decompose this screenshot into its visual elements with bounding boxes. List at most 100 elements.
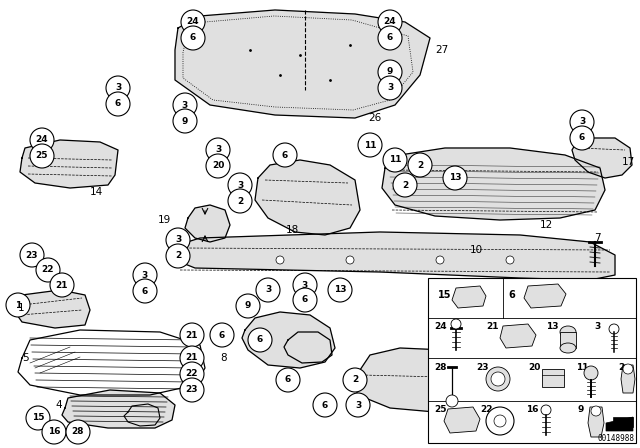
Circle shape [313,393,337,417]
Text: 21: 21 [186,353,198,362]
Text: 22: 22 [42,266,54,275]
Circle shape [181,26,205,50]
Circle shape [180,346,204,370]
Text: 20: 20 [212,161,224,171]
Bar [428,278,636,443]
Text: 23: 23 [476,363,488,372]
Circle shape [436,256,444,264]
Text: 5: 5 [22,353,29,363]
Text: 3: 3 [182,100,188,109]
Circle shape [378,26,402,50]
Circle shape [393,173,417,197]
Circle shape [591,406,601,416]
Circle shape [30,144,54,168]
Text: 24: 24 [187,17,199,26]
Text: 2: 2 [618,363,624,372]
Text: 19: 19 [158,215,172,225]
Text: 22: 22 [186,370,198,379]
Circle shape [133,263,157,287]
Bar [560,332,576,348]
Text: 17: 17 [622,157,636,167]
Text: 13: 13 [333,285,346,294]
Text: 2: 2 [237,197,243,206]
Text: 21: 21 [486,322,499,331]
Polygon shape [382,148,605,220]
Circle shape [378,76,402,100]
Text: 2: 2 [352,375,358,384]
Text: 6: 6 [219,331,225,340]
Text: 28: 28 [434,363,447,372]
Polygon shape [15,290,90,328]
Circle shape [408,153,432,177]
Text: 12: 12 [540,220,553,230]
Text: 28: 28 [72,427,84,436]
Text: 25: 25 [36,151,48,160]
Circle shape [42,420,66,444]
Circle shape [358,133,382,157]
Text: 25: 25 [434,405,447,414]
Polygon shape [124,404,160,426]
Circle shape [66,420,90,444]
Text: 22: 22 [480,405,493,414]
Circle shape [206,154,230,178]
Text: 7: 7 [594,233,600,243]
Ellipse shape [560,343,576,353]
Circle shape [276,368,300,392]
Text: 6: 6 [282,151,288,159]
Text: 6: 6 [508,290,515,300]
Circle shape [383,148,407,172]
Text: 3: 3 [265,285,271,294]
Text: 3: 3 [387,83,393,92]
Text: 3: 3 [302,280,308,289]
Polygon shape [606,417,633,431]
Text: 6: 6 [302,296,308,305]
Text: 11: 11 [364,141,376,150]
Polygon shape [524,284,566,308]
Text: 15: 15 [32,414,44,422]
Circle shape [36,258,60,282]
Circle shape [210,323,234,347]
Text: 27: 27 [435,45,448,55]
Text: 6: 6 [387,34,393,43]
Text: 16: 16 [48,427,60,436]
Circle shape [228,189,252,213]
Text: 11: 11 [388,155,401,164]
Circle shape [623,364,633,374]
Polygon shape [352,348,490,412]
Polygon shape [242,312,335,368]
Text: 3: 3 [579,117,585,126]
Polygon shape [621,365,635,393]
Circle shape [273,143,297,167]
Circle shape [486,367,510,391]
Circle shape [166,244,190,268]
Polygon shape [452,286,486,308]
Circle shape [248,328,272,352]
Circle shape [378,60,402,84]
Circle shape [451,319,461,329]
Text: 3: 3 [594,322,600,331]
Circle shape [293,273,317,297]
Polygon shape [444,407,480,433]
Text: 3: 3 [175,236,181,245]
Circle shape [133,279,157,303]
Circle shape [584,366,598,380]
Circle shape [443,166,467,190]
Text: 1: 1 [15,301,21,310]
Text: 15: 15 [438,290,451,300]
Text: 10: 10 [470,245,483,255]
Text: 4: 4 [55,400,61,410]
Circle shape [570,110,594,134]
Text: 3: 3 [215,146,221,155]
Text: 3: 3 [355,401,361,409]
Text: 9: 9 [387,68,393,77]
Circle shape [346,393,370,417]
Ellipse shape [560,326,576,338]
Text: 9: 9 [182,116,188,125]
Circle shape [30,128,54,152]
Text: 23: 23 [26,250,38,259]
Polygon shape [175,10,430,118]
Polygon shape [175,232,615,280]
Polygon shape [20,140,118,188]
Polygon shape [284,332,332,363]
Text: 2: 2 [175,251,181,260]
